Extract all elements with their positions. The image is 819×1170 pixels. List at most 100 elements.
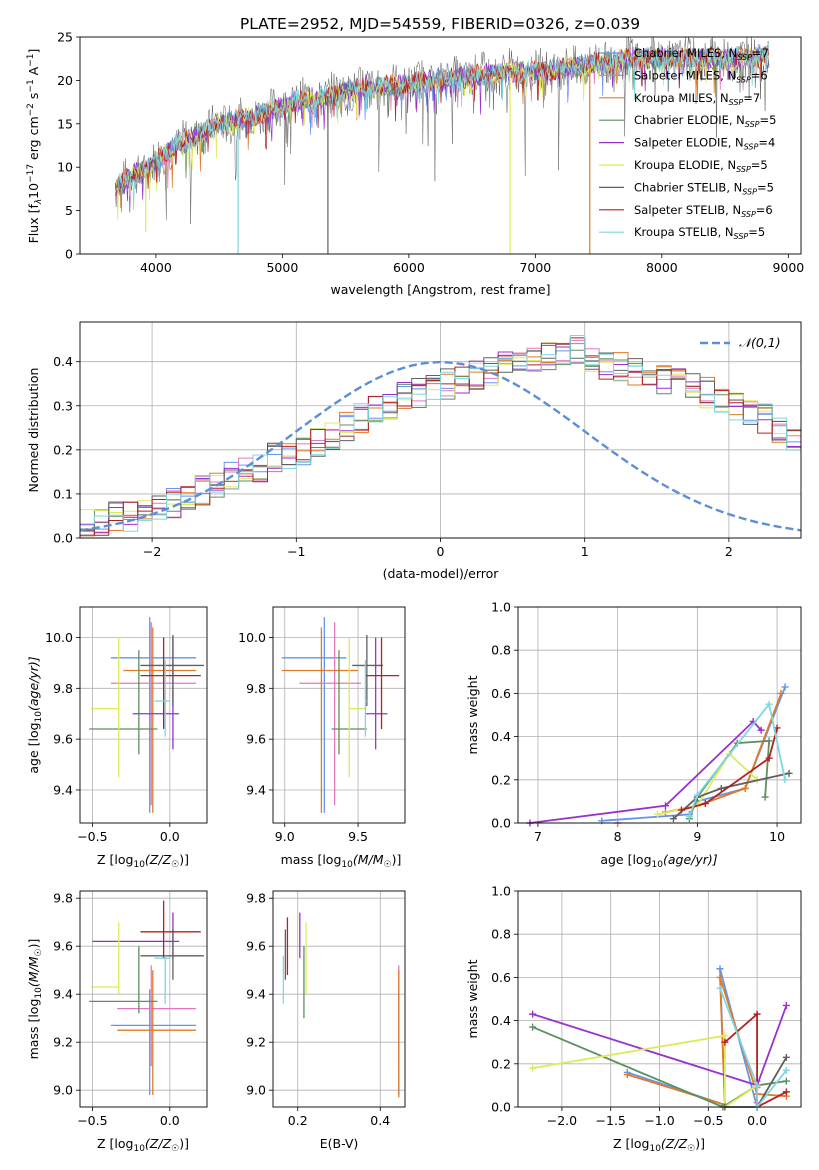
x-tick-label: −2.0 xyxy=(547,1113,577,1128)
histograms xyxy=(80,335,801,537)
marker-salpeter_stelib xyxy=(782,1088,790,1096)
y-tick-label: 9.8 xyxy=(53,891,73,906)
x-tick-label: 0.4 xyxy=(370,1113,390,1128)
mass_vs_Z-points xyxy=(89,900,204,1095)
figure-title: PLATE=2952, MJD=54559, FIBERID=0326, z=0… xyxy=(240,15,640,33)
age-vs-z-xlabel: Z [log10(Z/Z☉)] xyxy=(97,852,189,870)
x-tick-label: 6000 xyxy=(393,260,425,275)
x-tick-label: −2 xyxy=(143,544,161,559)
y-tick-label: 0.8 xyxy=(491,643,511,658)
series-kroupa_elodie xyxy=(532,1034,758,1109)
marker-chabrier_elodie xyxy=(782,1077,790,1085)
marker-chabrier_elodie xyxy=(765,737,773,745)
marker-salpeter_elodie xyxy=(757,726,765,734)
x-tick-label: 9.0 xyxy=(275,829,295,844)
x-tick-label: −0.5 xyxy=(77,829,107,844)
marker-chabrier_stelib xyxy=(717,784,725,792)
y-tick-label: 15 xyxy=(57,116,73,131)
series-kroupa_stelib xyxy=(688,702,786,817)
weight_vs_Z-frame xyxy=(517,890,802,1108)
y-tick-label: 9.6 xyxy=(246,939,266,954)
x-tick-label: 0.0 xyxy=(747,1113,767,1128)
legend-label: Salpeter MILES, NSSP=6 xyxy=(634,68,768,84)
y-tick-label: 0.0 xyxy=(53,531,73,546)
y-tick-label: 9.0 xyxy=(246,1083,266,1098)
mass_vs_Z-axes: −0.5 0.0 9.0 9.2 9.4 9.6 9.8 xyxy=(53,891,207,1128)
marker-chabrier_miles xyxy=(716,965,724,973)
series-chabrier_stelib xyxy=(672,772,790,820)
weight-vs-age-xlabel: age [log10(age/yr)] xyxy=(600,852,717,870)
x-tick-label: 9000 xyxy=(772,260,804,275)
x-tick-label: 1 xyxy=(581,544,589,559)
residuals-xlabel: (data-model)/error xyxy=(383,566,500,581)
y-tick-label: 0.4 xyxy=(491,1013,511,1028)
marker-salpeter_stelib xyxy=(753,1010,761,1018)
y-tick-label: 9.2 xyxy=(53,1035,73,1050)
legend-label: Salpeter ELODIE, NSSP=4 xyxy=(634,136,775,152)
mass-vs-ebv-xlabel: E(B-V) xyxy=(320,1136,359,1151)
marker-salpeter_elodie xyxy=(661,802,669,810)
spectrum-kroupa_stelib xyxy=(115,44,770,211)
weight_vs_age-ylabel: mass weight xyxy=(465,675,480,754)
marker-kroupa_stelib xyxy=(753,1081,761,1089)
spectrum-ylabel: Flux [fλ10−17 erg cm−2 s−1 A−1] xyxy=(26,49,44,244)
y-tick-label: 0.6 xyxy=(491,970,511,985)
x-tick-label: −1.0 xyxy=(644,1113,674,1128)
legend-label: Chabrier ELODIE, NSSP=5 xyxy=(634,113,776,129)
y-tick-label: 0.4 xyxy=(491,729,511,744)
mass_vs_ebv-points xyxy=(282,912,400,1098)
residuals-axes: −2 −1 0 1 2 0.0 0.1 0.2 0.3 0.4 xyxy=(53,322,801,559)
x-tick-label: 9.5 xyxy=(348,829,368,844)
y-tick-label: 1.0 xyxy=(491,884,511,899)
age_vs_mass-axes: 9.0 9.5 9.4 9.6 9.8 10.0 xyxy=(238,607,405,844)
age_vs_mass-frame xyxy=(272,606,406,824)
marker-kroupa_stelib xyxy=(685,813,693,821)
residuals-ylabel: Normed distribution xyxy=(26,368,41,493)
marker-kroupa_stelib xyxy=(716,984,724,992)
x-tick-label: 4000 xyxy=(140,260,172,275)
y-tick-label: 0.0 xyxy=(491,816,511,831)
y-tick-label: 9.2 xyxy=(246,1035,266,1050)
y-tick-label: 9.8 xyxy=(246,891,266,906)
y-tick-label: 25 xyxy=(57,30,73,45)
age_vs_Z-axes: −0.5 0.0 9.4 9.6 9.8 10.0 xyxy=(45,607,207,844)
spectrum-legend: Chabrier MILES, NSSP=7 Salpeter MILES, NS… xyxy=(599,46,776,241)
marker-salpeter_stelib xyxy=(765,754,773,762)
series-salpeter_elodie xyxy=(529,720,762,824)
x-tick-label: 7 xyxy=(534,829,542,844)
mass_vs_ebv-axes: 0.2 0.4 9.0 9.2 9.4 9.6 9.8 xyxy=(246,891,405,1128)
marker-chabrier_elodie xyxy=(529,1023,537,1031)
y-tick-label: 0.2 xyxy=(491,772,511,787)
marker-kroupa_elodie xyxy=(654,810,662,818)
spectrum-xlabel: wavelength [Angstrom, rest frame] xyxy=(330,282,550,297)
y-tick-label: 10 xyxy=(57,160,73,175)
x-tick-label: −0.5 xyxy=(693,1113,723,1128)
y-tick-label: 0.4 xyxy=(53,354,73,369)
x-tick-label: 8 xyxy=(614,829,622,844)
y-tick-label: 0.3 xyxy=(53,398,73,413)
x-tick-label: 0 xyxy=(437,544,445,559)
y-tick-label: 10.0 xyxy=(238,630,266,645)
mass_vs_Z-frame xyxy=(79,890,208,1108)
marker-chabrier_elodie xyxy=(761,793,769,801)
weight_vs_Z-ylabel: mass weight xyxy=(465,959,480,1038)
x-tick-label: 0.0 xyxy=(160,1113,180,1128)
y-tick-label: 9.0 xyxy=(53,1083,73,1098)
marker-kroupa_stelib xyxy=(782,1066,790,1074)
y-tick-label: 0.2 xyxy=(53,442,73,457)
x-tick-label: 9 xyxy=(693,829,701,844)
marker-kroupa_elodie xyxy=(721,1032,729,1040)
y-tick-label: 20 xyxy=(57,73,73,88)
x-tick-label: −1 xyxy=(287,544,305,559)
marker-kroupa_elodie xyxy=(529,1064,537,1072)
y-tick-label: 9.6 xyxy=(53,732,73,747)
y-tick-label: 0.6 xyxy=(491,686,511,701)
marker-kroupa_miles xyxy=(741,784,749,792)
histogram-kroupa_stelib xyxy=(80,335,801,532)
marker-salpeter_elodie xyxy=(529,1010,537,1018)
marker-salpeter_elodie xyxy=(782,1001,790,1009)
x-tick-label: −1.5 xyxy=(596,1113,626,1128)
y-tick-label: 9.4 xyxy=(53,782,73,797)
y-tick-label: 9.6 xyxy=(53,939,73,954)
